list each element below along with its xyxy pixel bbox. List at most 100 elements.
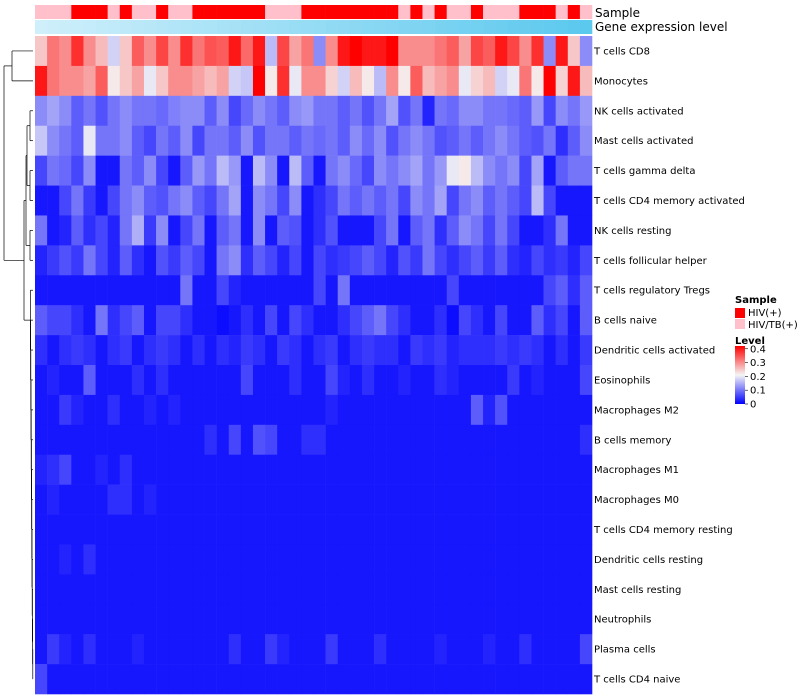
heatmap-cell (143, 125, 157, 156)
heatmap-cell (374, 454, 387, 485)
heatmap-cell (374, 335, 387, 366)
heatmap-cell (95, 604, 108, 635)
heatmap-cell (168, 365, 181, 396)
heatmap-cell (446, 125, 460, 156)
heatmap-cell (277, 215, 290, 246)
heatmap-cell (289, 424, 302, 456)
heatmap-cell (168, 604, 181, 635)
heatmap-cell (555, 36, 569, 67)
heatmap-cell (277, 95, 290, 127)
heatmap-cell (470, 275, 484, 306)
heatmap-cell (579, 574, 593, 605)
heatmap-cell (216, 365, 230, 396)
heatmap-cell (59, 365, 72, 396)
heatmap-cell (361, 65, 375, 97)
heatmap-cell (507, 454, 520, 485)
heatmap-cell (143, 394, 157, 426)
heatmap-cell (374, 95, 387, 127)
heatmap-cell (434, 305, 447, 336)
heatmap-cell (119, 185, 133, 216)
heatmap-cell (216, 544, 230, 575)
heatmap-cell (313, 365, 326, 396)
heatmap-cell (446, 275, 460, 306)
heatmap-cell (422, 514, 435, 545)
heatmap-cell (301, 245, 314, 276)
heatmap-cell (337, 604, 351, 635)
heatmap-cell (228, 275, 242, 306)
heatmap-cell (180, 275, 193, 306)
heatmap-cell (228, 634, 242, 665)
heatmap-cell (398, 125, 411, 156)
heatmap-cell (531, 574, 544, 605)
heatmap-cell (265, 604, 278, 635)
heatmap-cell (495, 185, 508, 216)
heatmap-cell (252, 36, 266, 67)
heatmap-cell (458, 394, 472, 426)
heatmap-cell (398, 365, 411, 396)
heatmap-cell (289, 365, 302, 396)
heatmap-cell (119, 215, 133, 246)
heatmap-cell (143, 275, 157, 306)
heatmap-cell (313, 125, 326, 156)
heatmap-cell (374, 215, 387, 246)
heatmap-cell (386, 424, 399, 456)
expression-annotation-cell (519, 20, 532, 34)
heatmap-cell (119, 544, 133, 575)
heatmap-cell (252, 305, 266, 336)
heatmap-cell (228, 514, 242, 545)
sample-annotation-cell (107, 5, 121, 19)
heatmap-cell (143, 574, 157, 605)
heatmap-cell (446, 454, 460, 485)
heatmap-cell (410, 36, 423, 67)
heatmap-cell (156, 275, 169, 306)
heatmap-cell (495, 454, 508, 485)
heatmap-cell (83, 574, 96, 605)
heatmap-cell (168, 95, 181, 127)
heatmap-cell (386, 215, 399, 246)
heatmap-cell (216, 634, 230, 665)
heatmap-cell (107, 275, 121, 306)
expression-annotation-cell (240, 20, 254, 34)
heatmap-cell (507, 484, 520, 515)
heatmap-cell (495, 125, 508, 156)
heatmap-cell (398, 245, 411, 276)
heatmap-cell (531, 365, 544, 396)
heatmap-cell (35, 185, 48, 216)
heatmap-cell (543, 664, 556, 695)
heatmap-cell (301, 185, 314, 216)
heatmap-cell (458, 245, 472, 276)
heatmap-cell (410, 245, 423, 276)
heatmap-cell (289, 275, 302, 306)
sample-annotation-cell (349, 5, 363, 19)
heatmap-cell (470, 514, 484, 545)
heatmap-cell (180, 454, 193, 485)
heatmap-cell (446, 335, 460, 366)
heatmap-cell (507, 185, 520, 216)
heatmap-cell (507, 604, 520, 635)
heatmap-cell (313, 394, 326, 426)
heatmap-cell (470, 634, 484, 665)
heatmap-cell (252, 215, 266, 246)
heatmap-cell (458, 305, 472, 336)
heatmap-cell (349, 424, 363, 456)
heatmap-cell (349, 125, 363, 156)
heatmap-cell (470, 365, 484, 396)
heatmap-cell (192, 155, 205, 186)
heatmap-cell (277, 574, 290, 605)
heatmap-cell (507, 394, 520, 426)
heatmap-cell (374, 125, 387, 156)
heatmap-cell (71, 604, 84, 635)
heatmap-cell (83, 664, 96, 695)
expression-annotation-cell (252, 20, 266, 34)
expression-annotation-cell (422, 20, 435, 34)
heatmap-cell (107, 484, 121, 515)
heatmap-cell (192, 36, 205, 67)
heatmap-cell (240, 275, 254, 306)
sample-annotation-cell (143, 5, 157, 19)
heatmap-cell (337, 155, 351, 186)
heatmap-cell (301, 125, 314, 156)
heatmap-cell (555, 275, 569, 306)
heatmap-cell (192, 544, 205, 575)
heatmap-cell (579, 484, 593, 515)
heatmap-cell (579, 365, 593, 396)
